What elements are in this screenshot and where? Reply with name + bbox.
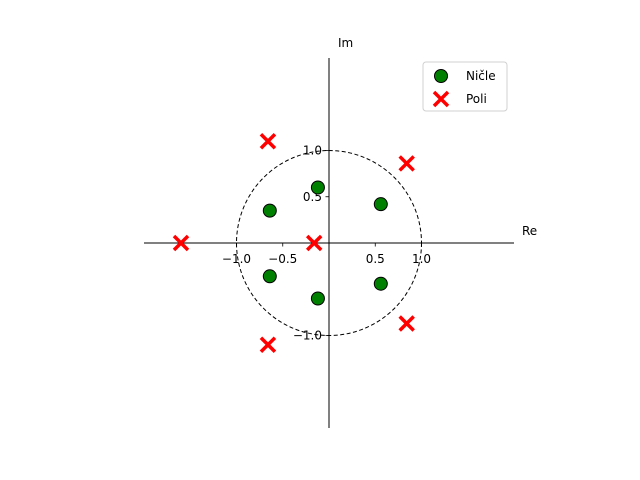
pole-marker	[398, 155, 415, 172]
x-axis-label: Re	[522, 224, 537, 238]
y-axis-label: Im	[338, 36, 353, 50]
pole-marker	[398, 315, 415, 332]
data-marks	[172, 133, 415, 353]
zero-marker	[310, 291, 325, 306]
zero-marker	[373, 197, 388, 212]
x-tick-label: 1.0	[412, 252, 431, 266]
x-tick-label: −0.5	[268, 252, 297, 266]
x-tick-label: −1.0	[222, 252, 251, 266]
pole-marker	[259, 336, 277, 353]
zero-marker	[262, 269, 277, 284]
axes	[144, 58, 514, 428]
ticks: −1.0 −0.5 0.5 1.0−1.00.51.0	[222, 144, 431, 343]
y-tick-label: −1.0	[293, 329, 322, 343]
y-tick-label: 1.0	[303, 144, 322, 158]
zero-marker	[262, 203, 277, 218]
legend-label: Poli	[466, 92, 487, 106]
x-tick-label: 0.5	[366, 252, 385, 266]
zero-marker	[310, 180, 325, 195]
pole-marker	[305, 234, 323, 252]
legend-pole-marker	[432, 90, 450, 108]
pole-marker	[172, 234, 190, 252]
legend: Ničle Poli	[422, 61, 508, 112]
legend-zero-marker	[434, 69, 448, 83]
zero-marker	[373, 276, 388, 291]
pole-marker	[259, 133, 277, 150]
legend-label: Ničle	[466, 69, 496, 83]
